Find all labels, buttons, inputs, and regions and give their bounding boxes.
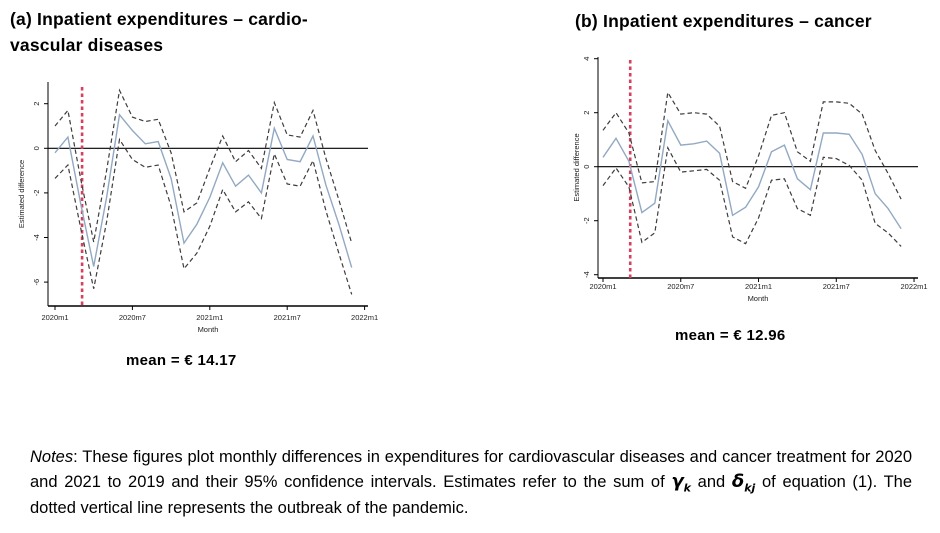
y-tick-label: -4 — [582, 271, 591, 278]
y-tick-label: 0 — [32, 146, 41, 150]
notes-label: Notes — [30, 448, 74, 466]
x-tick-label: 2020m1 — [41, 313, 68, 322]
x-axis-title: Month — [748, 294, 769, 303]
delta-subscript: kj — [744, 482, 756, 496]
panel-a-title-line1: (a) Inpatient expenditures – cardio- — [10, 9, 308, 29]
x-tick-label: 2022m1 — [900, 282, 927, 291]
chart-a-mean-label: mean = € 14.17 — [126, 352, 237, 369]
chart-b-estimate-line — [602, 118, 902, 230]
chart-a-ci_upper_95-line — [54, 88, 353, 244]
x-tick-label: 2020m7 — [667, 282, 694, 291]
figure-notes: Notes: These figures plot monthly differ… — [30, 446, 912, 520]
chart-b-plot: 4 2 0 -2 -4 Estimated difference 2020m1 2020m7 2… — [572, 57, 928, 303]
chart-b-mean-label: mean = € 12.96 — [675, 327, 786, 344]
x-tick-label: 2021m7 — [823, 282, 850, 291]
x-tick-label: 2021m1 — [196, 313, 223, 322]
x-tick-label: 2022m1 — [351, 313, 378, 322]
y-tick-label: 2 — [32, 102, 41, 106]
x-tick-label: 2020m1 — [589, 282, 616, 291]
y-tick-label: -2 — [582, 217, 591, 224]
panel-a-title-line2: vascular diseases — [10, 35, 164, 55]
chart-b-ci_upper_95-line — [602, 90, 902, 200]
y-tick-label: -4 — [32, 234, 41, 241]
y-axis-title: Estimated difference — [17, 160, 26, 228]
notes-mid-text: and — [690, 473, 732, 492]
y-tick-label: -6 — [32, 279, 41, 286]
notes-text-2: of equation (1). The dotted vertical lin… — [30, 473, 912, 517]
y-tick-label: 2 — [582, 111, 591, 115]
y-tick-label: 4 — [582, 57, 591, 61]
x-tick-label: 2020m7 — [119, 313, 146, 322]
x-tick-label: 2021m7 — [274, 313, 301, 322]
chart-a-ci_lower_95-line — [54, 137, 353, 295]
chart-a-estimate-line — [54, 113, 353, 268]
y-tick-label: -2 — [32, 190, 41, 197]
delta-symbol: δkj — [731, 471, 756, 496]
gamma-glyph: γ — [671, 471, 684, 493]
x-tick-label: 2021m1 — [745, 282, 772, 291]
panel-a-title: (a) Inpatient expenditures – cardio-vasc… — [10, 6, 390, 58]
chart-a-plot: 2 0 -2 -4 -6 Estimated difference 2020m1 2020m7… — [17, 82, 378, 334]
panel-b-title: (b) Inpatient expenditures – cancer — [575, 11, 872, 31]
delta-glyph: δ — [731, 471, 745, 493]
notes-text-1: : These figures plot monthly differences… — [30, 448, 912, 492]
y-tick-label: 0 — [582, 165, 591, 169]
x-axis-title: Month — [198, 325, 219, 334]
chart-b-ci_lower_95-line — [602, 145, 902, 247]
y-axis-title: Estimated difference — [572, 133, 581, 201]
gamma-subscript: k — [683, 482, 691, 496]
gamma-symbol: γk — [671, 471, 691, 496]
